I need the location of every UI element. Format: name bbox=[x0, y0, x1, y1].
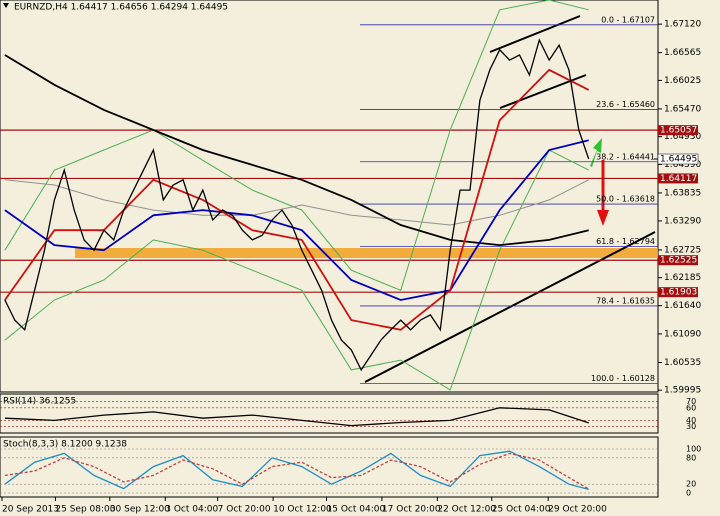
rsi-tick-label: 70 bbox=[686, 397, 696, 406]
y-tick-label: 1.61640 bbox=[664, 301, 701, 311]
indicator-line bbox=[4, 54, 589, 247]
indicator-line bbox=[4, 139, 589, 301]
x-tick-label: 29 Oct 20:00 bbox=[548, 505, 607, 515]
level-tag bbox=[658, 287, 698, 298]
y-tick-label: 1.64930 bbox=[664, 132, 701, 142]
down-arrow-head bbox=[597, 210, 609, 226]
up-arrow bbox=[590, 138, 602, 167]
fib-label: 100.0 - 1.60128 bbox=[591, 374, 655, 383]
stoch-main bbox=[4, 450, 589, 491]
y-tick-label: 1.66025 bbox=[664, 76, 701, 86]
support-zone bbox=[75, 248, 658, 258]
stoch-tick-label: 100 bbox=[686, 445, 701, 454]
x-tick-label: 25 Sep 08:00 bbox=[55, 505, 115, 515]
chart-title: EURNZD,H4 1.64417 1.64656 1.64294 1.6449… bbox=[14, 3, 228, 13]
trend-line bbox=[364, 231, 656, 383]
y-tick-label: 1.62185 bbox=[664, 273, 701, 283]
level-label: 1.65057 bbox=[660, 126, 697, 136]
level-tag bbox=[658, 255, 698, 266]
rsi-panel bbox=[0, 393, 659, 434]
stoch-tick-label: 0 bbox=[686, 489, 691, 498]
rsi-tick-label: 60 bbox=[686, 403, 696, 412]
y-tick-label: 1.63835 bbox=[664, 188, 701, 198]
level-label: 1.62525 bbox=[660, 256, 697, 266]
y-tick-label: 1.61090 bbox=[664, 329, 701, 339]
y-tick-label: 1.62725 bbox=[664, 245, 701, 255]
y-tick-label: 1.65470 bbox=[664, 104, 701, 114]
last-price-label: 1.64495 bbox=[660, 155, 697, 165]
indicator-line bbox=[4, 179, 589, 226]
level-tag bbox=[658, 125, 698, 136]
fib-label: 78.4 - 1.61635 bbox=[596, 296, 655, 305]
stoch-tick-label: 20 bbox=[686, 480, 696, 489]
x-tick-label: 30 Sep 12:00 bbox=[110, 505, 170, 515]
rsi-label: RSI(14) 36.1255 bbox=[3, 397, 76, 407]
fib-label: 23.6 - 1.65460 bbox=[596, 100, 655, 109]
rsi-tick-label: 40 bbox=[686, 416, 696, 425]
stoch-tick-label: 80 bbox=[686, 453, 696, 462]
x-tick-label: 3 Oct 04:00 bbox=[165, 505, 218, 515]
y-tick-label: 1.64390 bbox=[664, 160, 701, 170]
stoch-signal bbox=[4, 452, 590, 490]
x-tick-label: 25 Oct 04:00 bbox=[492, 505, 551, 515]
x-tick-label: 10 Oct 12:00 bbox=[273, 505, 332, 515]
x-tick-label: 15 Oct 04:00 bbox=[327, 505, 386, 515]
fib-label: 38.2 - 1.64441 bbox=[596, 152, 655, 161]
y-tick-label: 1.63290 bbox=[664, 216, 701, 226]
x-tick-label: 22 Oct 12:00 bbox=[437, 505, 496, 515]
y-tick-label: 1.67120 bbox=[664, 20, 701, 30]
y-tick-label: 1.66565 bbox=[664, 48, 701, 58]
rsi-tick-label: 30 bbox=[686, 422, 696, 431]
fib-label: 50.0 - 1.63618 bbox=[596, 195, 655, 204]
y-tick-label: 1.59995 bbox=[664, 386, 701, 396]
stoch-panel bbox=[0, 436, 659, 498]
y-tick-label: 1.60535 bbox=[664, 358, 701, 368]
rsi-line bbox=[4, 407, 589, 427]
indicator-line bbox=[4, 68, 590, 331]
indicator-line bbox=[4, 0, 589, 291]
level-label: 1.61903 bbox=[660, 288, 697, 298]
x-tick-label: 20 Sep 2013 bbox=[2, 505, 59, 515]
fib-label: 61.8 - 1.62794 bbox=[596, 237, 655, 246]
last-price-tag bbox=[657, 153, 699, 165]
level-label: 1.64117 bbox=[660, 174, 697, 184]
indicator-line bbox=[4, 149, 589, 391]
stoch-label: Stoch(8,3,3) 8.1200 9.1238 bbox=[3, 440, 127, 450]
x-tick-label: 17 Oct 20:00 bbox=[382, 505, 441, 515]
channel-line bbox=[489, 15, 581, 53]
main-panel bbox=[0, 0, 659, 393]
level-tag bbox=[658, 173, 698, 184]
fib-label: 0.0 - 1.67107 bbox=[601, 15, 655, 24]
x-tick-label: 7 Oct 20:00 bbox=[218, 505, 271, 515]
price-line bbox=[4, 38, 590, 372]
title-icon bbox=[3, 3, 9, 8]
